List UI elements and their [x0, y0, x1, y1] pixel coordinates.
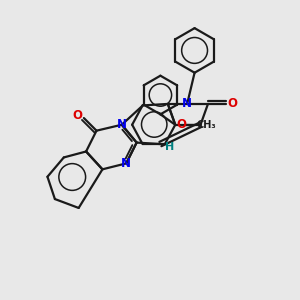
- Text: O: O: [72, 109, 82, 122]
- Text: N: N: [182, 98, 192, 110]
- Text: N: N: [121, 157, 131, 170]
- Text: N: N: [117, 118, 127, 131]
- Text: O: O: [177, 118, 187, 131]
- Text: O: O: [227, 98, 237, 110]
- Text: CH₃: CH₃: [196, 120, 216, 130]
- Text: H: H: [165, 142, 174, 152]
